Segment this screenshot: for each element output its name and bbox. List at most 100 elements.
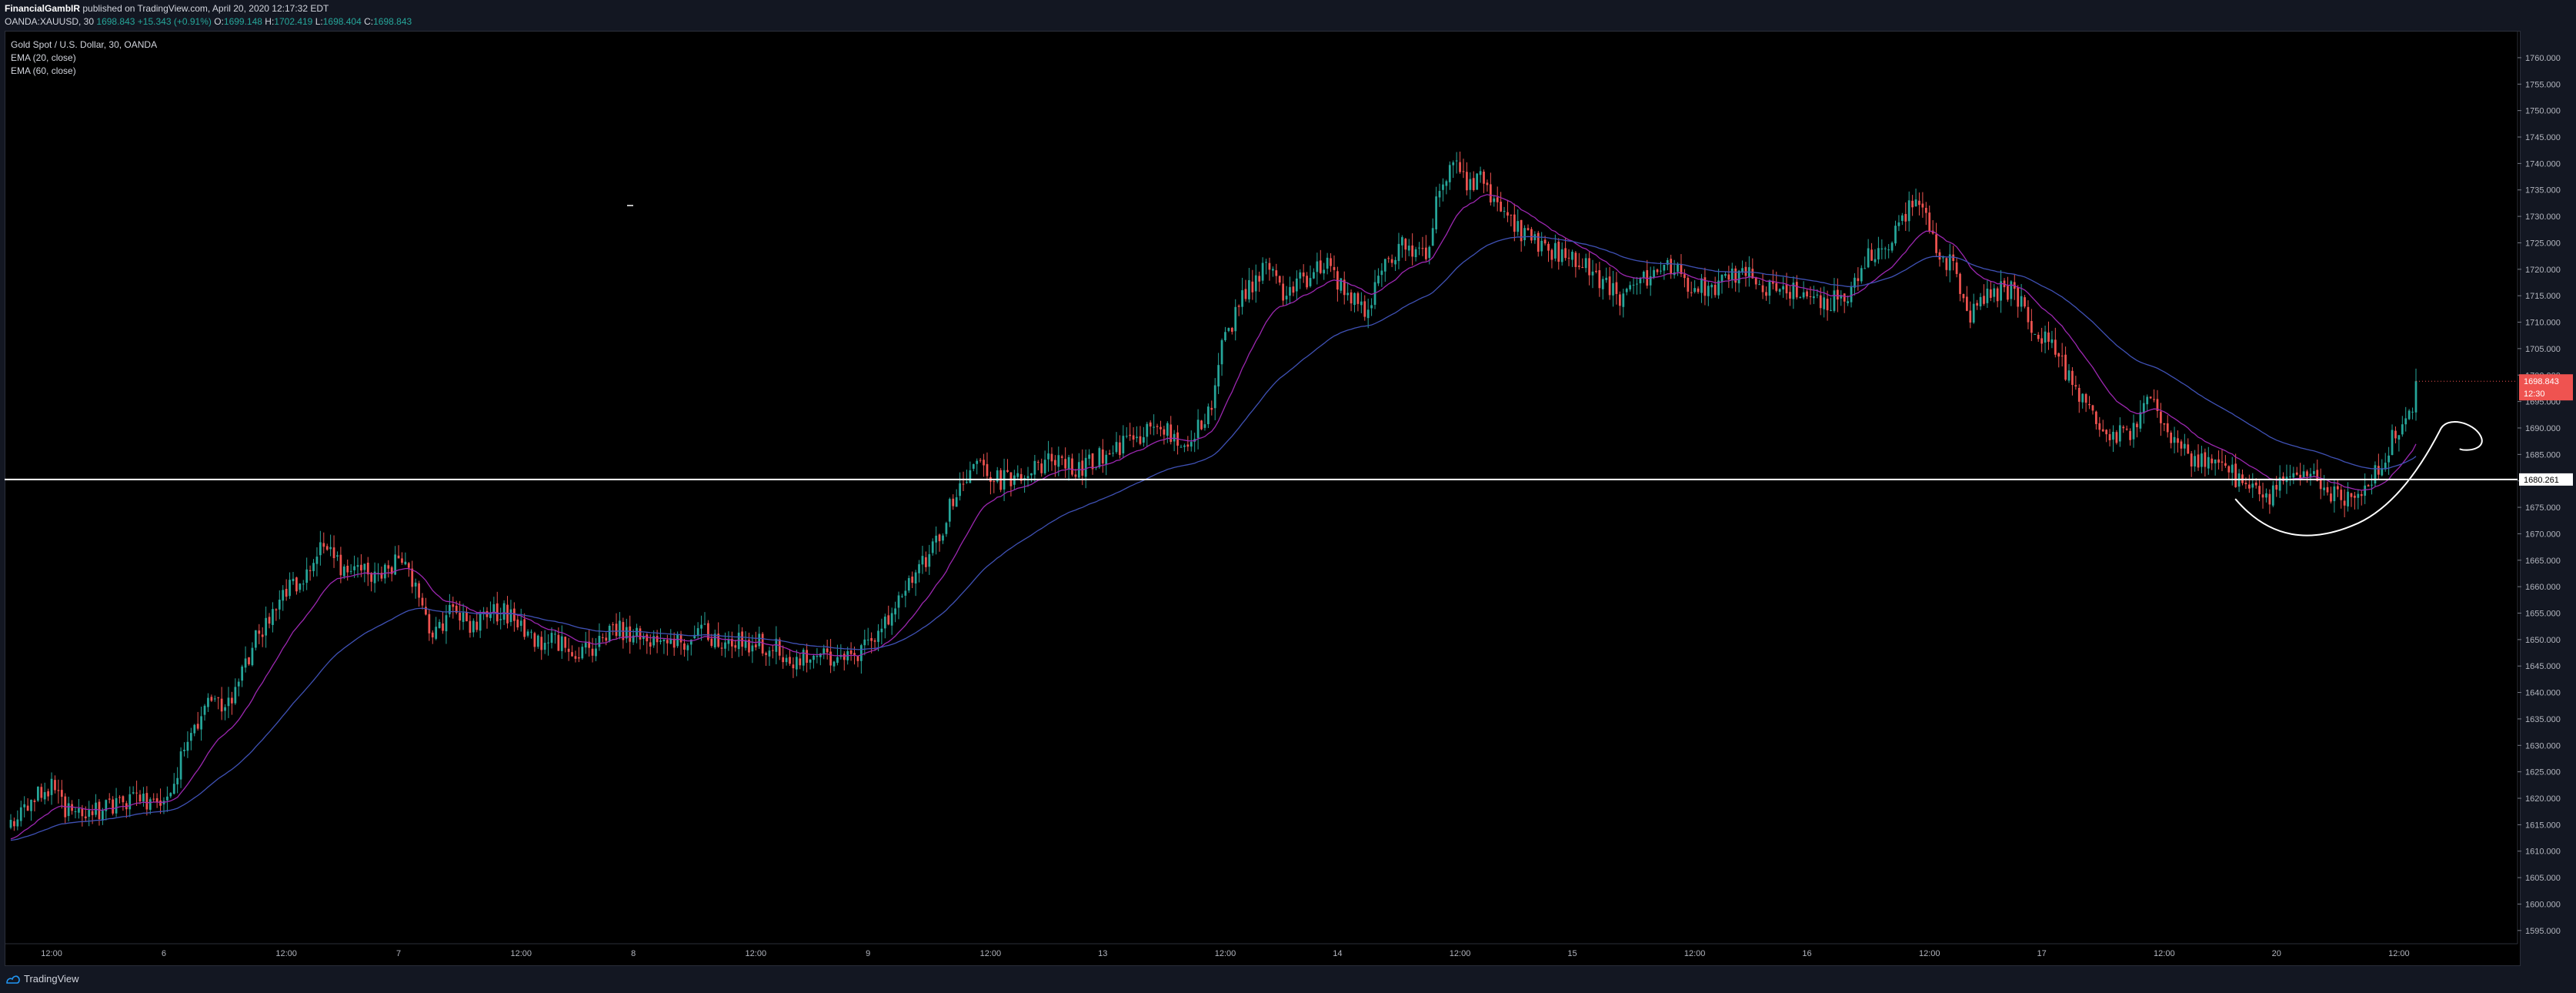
candle-body[interactable] <box>438 622 441 628</box>
candle-body[interactable] <box>1921 203 1924 208</box>
candle-body[interactable] <box>1911 200 1914 208</box>
candle-body[interactable] <box>615 624 618 637</box>
candle-body[interactable] <box>1737 270 1740 284</box>
candle-body[interactable] <box>9 820 12 828</box>
candle-body[interactable] <box>1751 269 1754 279</box>
candle-body[interactable] <box>414 582 417 587</box>
candle-body[interactable] <box>489 613 492 618</box>
candle-body[interactable] <box>2354 495 2356 498</box>
candle-body[interactable] <box>2166 423 2169 433</box>
candle-body[interactable] <box>1806 291 1808 297</box>
candle-body[interactable] <box>26 805 29 811</box>
candle-body[interactable] <box>1489 184 1492 202</box>
candle-body[interactable] <box>2163 423 2166 425</box>
candle-body[interactable] <box>1016 473 1019 477</box>
candle-body[interactable] <box>1601 279 1604 289</box>
candle-body[interactable] <box>751 645 754 652</box>
candle-body[interactable] <box>1792 283 1795 299</box>
candle-body[interactable] <box>19 807 22 821</box>
candle-body[interactable] <box>601 637 604 638</box>
candle-body[interactable] <box>128 794 132 810</box>
candle-body[interactable] <box>1527 228 1530 230</box>
candle-body[interactable] <box>955 497 958 507</box>
candle-body[interactable] <box>2024 297 2026 307</box>
candle-body[interactable] <box>2084 393 2087 403</box>
candle-body[interactable] <box>1517 221 1520 232</box>
candle-body[interactable] <box>1196 420 1200 439</box>
candle-body[interactable] <box>761 634 764 654</box>
candle-body[interactable] <box>696 628 699 636</box>
candle-body[interactable] <box>911 577 914 583</box>
candle-body[interactable] <box>1969 310 1972 323</box>
candle-body[interactable] <box>2194 456 2196 467</box>
candle-body[interactable] <box>1595 270 1597 272</box>
candle-body[interactable] <box>1019 473 1023 481</box>
candle-body[interactable] <box>2071 370 2074 386</box>
candle-body[interactable] <box>1860 268 1863 282</box>
candle-body[interactable] <box>1874 259 1877 262</box>
candle-body[interactable] <box>789 657 791 664</box>
candle-body[interactable] <box>2391 430 2394 455</box>
candle-body[interactable] <box>2007 286 2009 300</box>
candle-body[interactable] <box>2177 438 2179 443</box>
candle-body[interactable] <box>935 535 938 543</box>
candle-body[interactable] <box>1959 273 1961 294</box>
candle-body[interactable] <box>513 608 516 621</box>
candle-body[interactable] <box>1989 289 1992 298</box>
candle-body[interactable] <box>2414 381 2418 413</box>
candle-body[interactable] <box>683 643 686 650</box>
candle-body[interactable] <box>407 563 410 568</box>
candle-body[interactable] <box>2261 494 2264 498</box>
candle-body[interactable] <box>1043 460 1046 473</box>
candle-body[interactable] <box>1768 280 1771 296</box>
candle-body[interactable] <box>1727 274 1730 280</box>
candle-body[interactable] <box>132 792 135 794</box>
candle-body[interactable] <box>74 811 77 813</box>
cup-handle-drawing[interactable] <box>2234 421 2483 537</box>
candle-body[interactable] <box>1353 293 1356 306</box>
candle-body[interactable] <box>799 658 802 666</box>
candle-body[interactable] <box>278 600 281 610</box>
candle-body[interactable] <box>713 634 716 648</box>
candle-body[interactable] <box>1656 269 1659 272</box>
candle-body[interactable] <box>332 547 335 559</box>
candle-body[interactable] <box>346 565 349 573</box>
candle-body[interactable] <box>302 583 305 585</box>
candle-body[interactable] <box>1210 407 1213 410</box>
candle-body[interactable] <box>135 792 138 794</box>
candle-body[interactable] <box>959 483 961 496</box>
candle-body[interactable] <box>2384 463 2387 470</box>
candle-body[interactable] <box>2374 465 2377 484</box>
candle-body[interactable] <box>292 578 295 582</box>
candle-body[interactable] <box>1677 263 1679 272</box>
candle-body[interactable] <box>649 642 652 647</box>
candle-body[interactable] <box>856 656 859 661</box>
candle-body[interactable] <box>54 780 56 791</box>
candle-body[interactable] <box>356 565 359 567</box>
candle-body[interactable] <box>2095 411 2097 424</box>
candle-body[interactable] <box>533 633 536 647</box>
candle-body[interactable] <box>1710 284 1713 288</box>
candle-body[interactable] <box>152 798 155 800</box>
candle-body[interactable] <box>186 741 189 751</box>
candle-body[interactable] <box>2050 339 2054 343</box>
candle-body[interactable] <box>305 569 309 583</box>
candle-body[interactable] <box>1636 283 1638 285</box>
candle-body[interactable] <box>2278 477 2281 491</box>
candle-body[interactable] <box>1854 277 1856 288</box>
chart-pane[interactable] <box>5 31 2521 966</box>
candle-body[interactable] <box>363 563 366 570</box>
candle-body[interactable] <box>2207 456 2210 469</box>
candle-body[interactable] <box>1170 424 1173 443</box>
candle-body[interactable] <box>863 639 866 646</box>
candle-body[interactable] <box>496 603 499 622</box>
candle-body[interactable] <box>925 557 927 567</box>
candle-body[interactable] <box>431 632 434 638</box>
candle-body[interactable] <box>465 612 468 622</box>
candle-body[interactable] <box>2180 441 2183 449</box>
candle-body[interactable] <box>1799 297 1802 299</box>
candle-body[interactable] <box>1629 285 1632 289</box>
candle-body[interactable] <box>1897 222 1900 226</box>
candle-body[interactable] <box>727 639 730 644</box>
candle-body[interactable] <box>1394 259 1396 265</box>
